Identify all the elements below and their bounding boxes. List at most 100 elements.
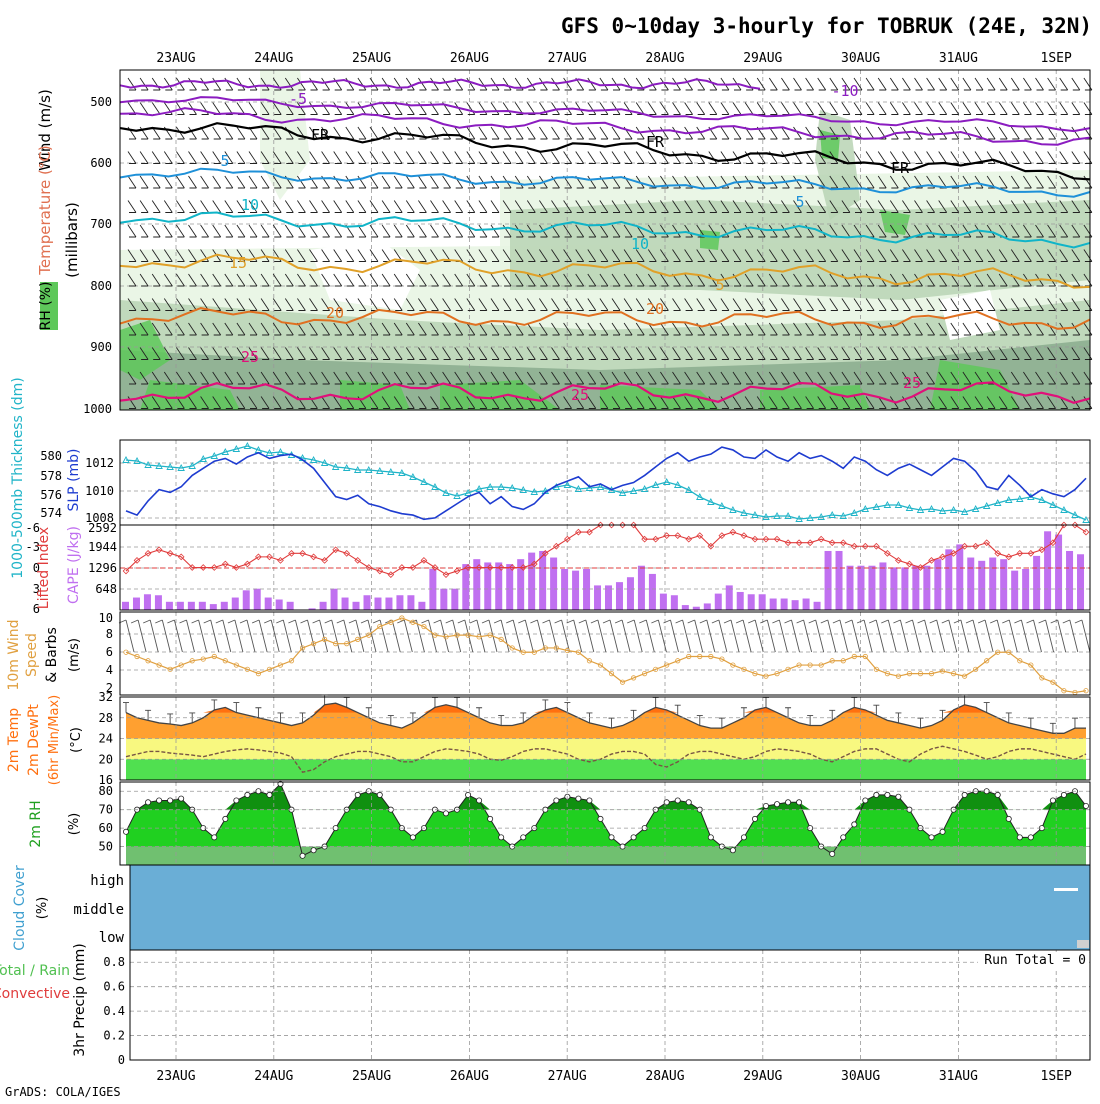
cape-bar xyxy=(385,597,393,610)
wind-barb xyxy=(1010,249,1020,262)
rh-shade-region xyxy=(760,385,870,410)
wind-barb xyxy=(405,200,415,213)
wind-barb xyxy=(660,126,669,140)
wind-barb xyxy=(660,224,669,238)
thickness-point xyxy=(1038,496,1046,503)
thickness-point xyxy=(828,511,836,518)
wind-barb xyxy=(442,126,451,140)
thickness-point xyxy=(398,469,406,476)
wind-barb xyxy=(647,126,657,140)
wind-barb xyxy=(974,249,984,262)
wind-barb xyxy=(926,347,935,360)
wind-barb xyxy=(647,200,657,213)
temp-minmax-bar xyxy=(542,699,549,710)
wind-barb xyxy=(188,77,197,91)
wind-barb xyxy=(865,396,875,409)
wind-barb xyxy=(950,102,960,115)
wind-barb xyxy=(405,298,415,311)
wind-barb xyxy=(998,347,1008,360)
surface-wind-barb xyxy=(772,619,788,653)
wind-barb xyxy=(914,200,923,213)
thickness-point xyxy=(971,505,980,512)
wind-barb xyxy=(889,102,899,115)
wind-barb xyxy=(1010,200,1020,213)
wind-barb xyxy=(490,298,500,311)
wind-barb xyxy=(405,224,415,238)
wind-barb xyxy=(938,102,948,115)
wind-barb xyxy=(817,322,827,336)
thickness-point xyxy=(629,487,638,494)
wind-barb xyxy=(345,371,355,385)
thickness-point xyxy=(596,483,605,490)
wind-barb xyxy=(284,298,294,311)
wind-barb xyxy=(333,273,343,287)
wind-barb xyxy=(405,151,415,164)
precip-conv-label: Convective xyxy=(0,986,70,1002)
wind-barb xyxy=(926,102,935,115)
lifted-index-point xyxy=(795,539,803,547)
thickness-point xyxy=(353,466,362,473)
lifted-index-point xyxy=(199,564,207,571)
surface-wind-barb xyxy=(965,619,982,653)
wind-barb xyxy=(381,224,391,238)
rh-shade-region xyxy=(600,385,720,410)
wind-barb xyxy=(877,175,887,189)
wind-speed-point xyxy=(1039,675,1045,681)
wind-barb xyxy=(345,175,355,189)
wind-barb xyxy=(914,151,923,164)
wind-barb xyxy=(272,298,282,311)
lifted-index-point xyxy=(961,542,968,550)
lifted-index-point xyxy=(619,521,626,529)
wind-barb xyxy=(490,102,500,115)
wind-barb xyxy=(841,347,851,360)
surface-wind-barb xyxy=(530,619,546,653)
lifted-index-point xyxy=(895,557,902,564)
surface-wind-barb xyxy=(385,619,401,653)
wind-speed-point xyxy=(520,649,526,655)
wind-barb xyxy=(781,273,790,287)
wind-barb xyxy=(442,273,451,287)
thickness-point xyxy=(905,504,914,511)
wind-barb xyxy=(720,102,730,115)
wind-barb xyxy=(551,126,560,140)
temp-minmax-bar xyxy=(740,707,747,718)
rh-point xyxy=(299,852,306,859)
temp-minmax-bar xyxy=(829,709,836,721)
surface-wind-barb xyxy=(784,619,800,653)
rh-point xyxy=(310,847,317,854)
wind-barb xyxy=(805,249,814,262)
wind-barb xyxy=(1071,273,1081,287)
wind-barb xyxy=(188,151,197,164)
wind-barb xyxy=(526,151,536,164)
wind-barb xyxy=(587,175,597,189)
wind-barb xyxy=(950,298,960,311)
rh-shade-region xyxy=(880,210,910,235)
wind-barb xyxy=(744,322,754,336)
li-ytick: 3 xyxy=(33,582,40,596)
wind-speed-point xyxy=(421,623,427,630)
wind-barb xyxy=(889,249,899,262)
cape-bar xyxy=(736,591,744,610)
wind-barb xyxy=(151,77,161,91)
wind-speed-point xyxy=(686,653,692,660)
wind-barb xyxy=(563,273,572,287)
wind-speed-point xyxy=(322,636,328,642)
wind-speed-point xyxy=(962,673,968,679)
wind-barb xyxy=(284,77,294,91)
rh-point xyxy=(597,815,604,822)
upper-ytick: 900 xyxy=(90,340,112,354)
thickness-point xyxy=(243,442,252,449)
wind-barb xyxy=(684,200,693,213)
lifted-index-point xyxy=(586,528,593,536)
thickness-point xyxy=(927,505,936,512)
wind-barb xyxy=(1047,249,1056,262)
wind-barb xyxy=(793,175,802,189)
cape-bar xyxy=(1000,559,1008,610)
upper-ytick: 600 xyxy=(90,156,112,170)
wind-barb xyxy=(490,151,500,164)
temp-minmax-bar xyxy=(785,707,792,718)
upper-legend-temp: Temperature (°C) xyxy=(36,145,54,275)
surface-wind-barb xyxy=(929,619,946,653)
